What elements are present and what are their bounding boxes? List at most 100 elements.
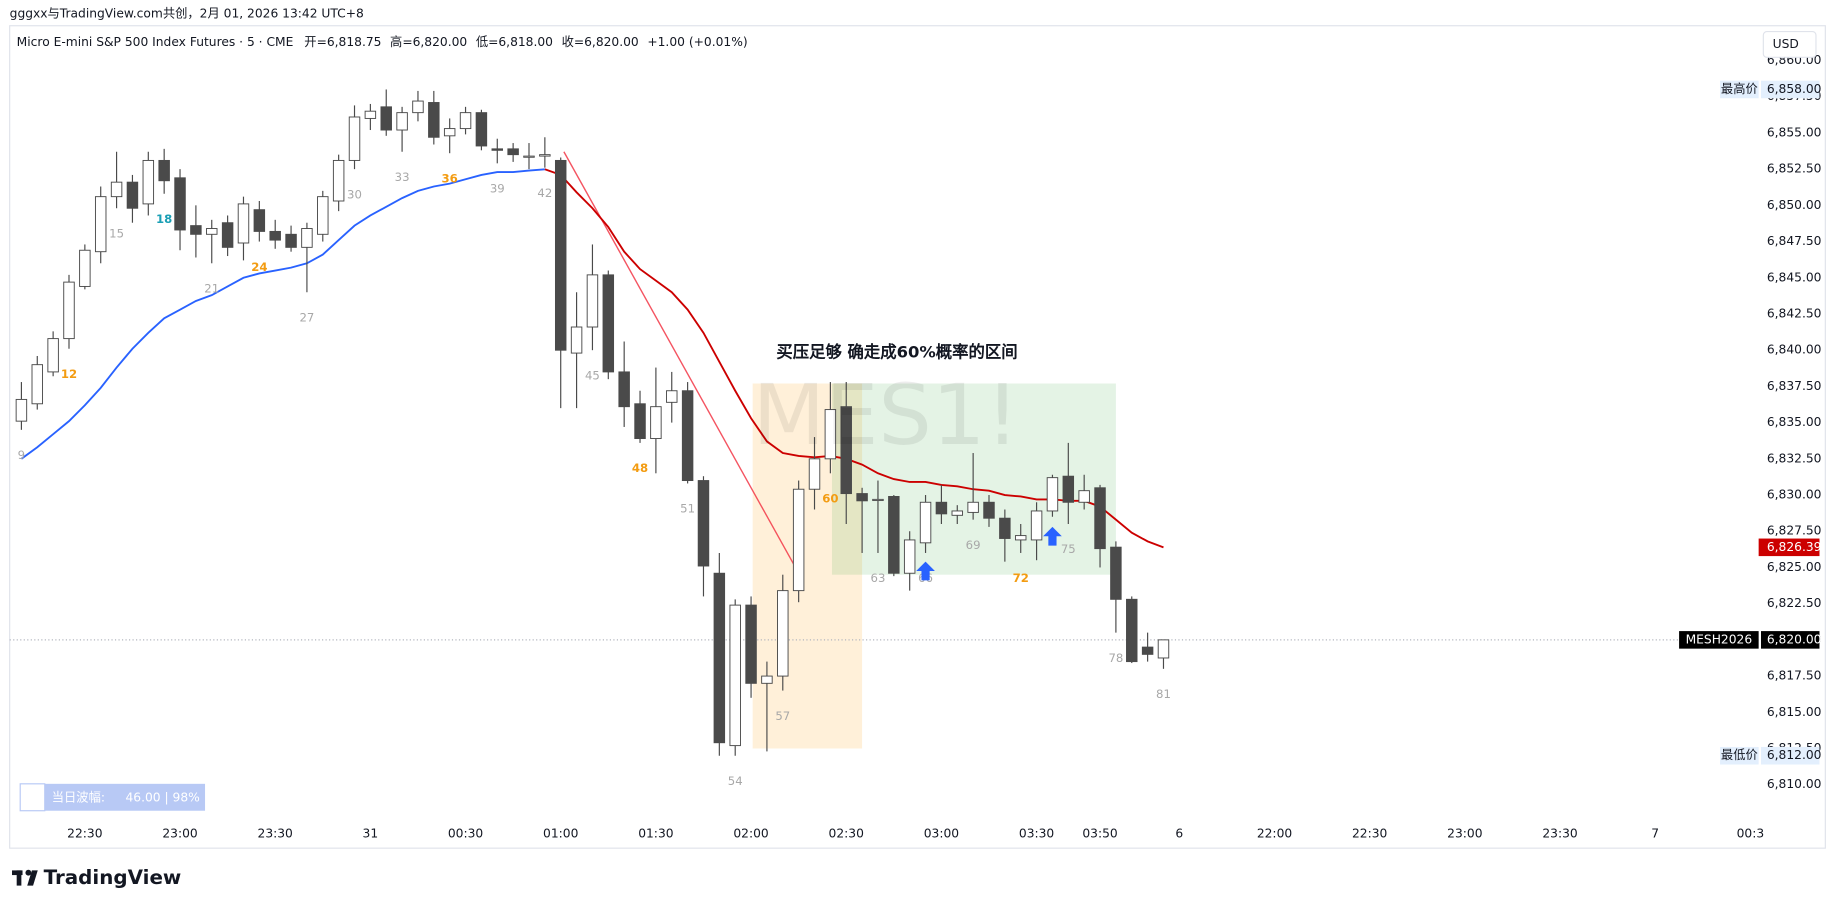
candle-body [15,398,28,422]
y-tick-label: 6,832.50 [1767,451,1822,465]
bar-number: 9 [18,448,25,462]
candle-body [824,409,837,460]
low-marker-label-box [1720,746,1759,765]
y-tick-label: 6,817.50 [1767,669,1822,683]
high-marker-label: 最高价 [1721,81,1758,96]
y-tick-label: 6,825.00 [1767,560,1822,574]
candle-body [475,112,488,147]
y-tick-label: 6,840.00 [1767,343,1822,357]
candle-body [63,281,75,340]
x-tick-label: 22:30 [1352,827,1387,841]
bar-number: 63 [871,571,886,585]
x-tick-label: 00:30 [448,827,483,841]
candle-body [285,233,297,248]
bar-number: 75 [1061,542,1076,556]
candle-body [31,364,44,405]
candle-body [602,274,615,373]
price-line-value-box [1760,631,1820,649]
high-marker-value-box [1760,80,1820,99]
x-tick-label: 23:00 [1447,827,1482,841]
candle-body [412,100,424,114]
candle-body [317,196,329,235]
x-tick-label: 6 [1175,827,1183,841]
y-tick-label: 6,822.50 [1767,596,1822,610]
signal-arrow [1043,526,1062,546]
chart-frame [9,25,1826,849]
candle-body [253,209,266,232]
candle-body [174,177,186,231]
candle-body [650,406,662,440]
currency-button[interactable] [1762,31,1817,58]
low-marker-value-box [1760,746,1820,765]
high-marker-value: 6,858.00 [1767,82,1822,96]
bar-number: 60 [822,492,838,506]
x-tick-label: 01:00 [543,827,578,841]
bar-number: 12 [61,367,77,381]
candle-body [554,159,567,351]
bar-number: 18 [156,212,172,226]
ohlc-high: 高=6,820.00 [390,34,467,49]
candle-body [79,249,91,287]
bar-number: 69 [966,538,981,552]
ohlc-open: 开=6,818.75 [304,35,381,49]
bar-number: 30 [347,187,362,201]
candle-body [967,501,979,513]
candle-body [1094,487,1106,550]
day-range-label: 当日波幅: [52,789,105,804]
ohlc-close: 收=6,820.00 [562,35,639,49]
candle-body [570,326,583,354]
price-line-value: 6,820.00 [1767,632,1822,646]
candle-body [94,196,107,253]
bar-number: 42 [537,186,552,200]
y-tick-label: 6,810.00 [1767,777,1822,791]
candle-body [586,274,599,328]
candle-body [951,510,964,516]
y-tick-label: 6,837.50 [1767,379,1822,393]
candle-body [1014,535,1027,541]
candle-body [380,106,392,131]
day-range-box [44,783,206,811]
candle-body [1126,598,1138,663]
price-line-label: MESH2026 [1686,632,1753,646]
candle-body [872,498,884,502]
candle-body [1062,475,1075,503]
y-tick-label: 6,842.50 [1767,306,1822,320]
day-range-value: 46.00 | 98% [125,790,199,805]
candle-body [126,181,139,209]
y-tick-label: 6,850.00 [1767,198,1822,212]
bar-number: 51 [680,502,695,516]
candle-body [935,501,948,515]
y-tick-label: 6,855.00 [1767,125,1822,139]
candle-body [1110,546,1122,600]
x-tick-label: 01:30 [638,827,673,841]
x-tick-label: 03:50 [1082,827,1117,841]
x-tick-label: 03:30 [1019,827,1054,841]
candle-body [428,102,440,138]
x-tick-label: 22:30 [67,827,102,841]
y-tick-label: 6,852.50 [1767,162,1822,176]
credit: gggxx与TradingView.com共创，2月 01, 2026 13:4… [10,7,364,21]
candle-body [523,155,535,158]
candle-body [206,228,218,235]
candle-body [856,493,868,502]
candle-body [666,390,678,403]
candle-body [713,572,726,744]
ohlc-low: 低=6,818.00 [476,35,553,49]
bar-number: 81 [1156,687,1171,701]
price-line-label-box [1679,631,1759,649]
candle-body [142,159,155,205]
currency[interactable]: USD [1773,37,1799,51]
y-tick-label: 6,847.50 [1767,234,1822,248]
candle-body [301,228,313,248]
x-tick-label: 31 [363,827,379,841]
logo-part [27,870,38,886]
logo-part [25,869,32,876]
x-tick-label: 03:00 [924,827,959,841]
candle-body [539,154,551,157]
ma-value-label: 6,826.39 [1767,540,1822,554]
candle-body [1157,639,1170,659]
candle-body [396,112,408,131]
low-marker-label: 最低价 [1721,748,1758,762]
